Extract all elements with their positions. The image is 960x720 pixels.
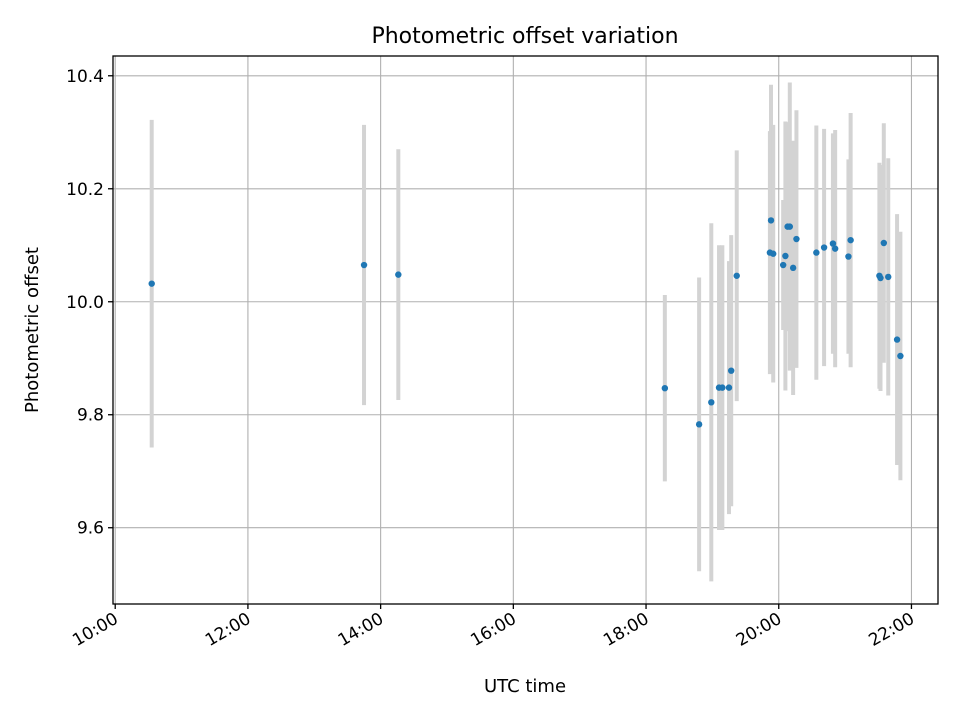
data-point [793, 235, 800, 243]
x-axis: 10:00 12:00 14:00 16:00 18:00 20:00 22:00 [69, 604, 918, 651]
data-point [695, 421, 703, 428]
grid [113, 56, 938, 604]
data-point [877, 274, 884, 282]
x-tick-label: 16:00 [467, 609, 519, 651]
x-axis-label: UTC time [484, 676, 566, 697]
data-point [831, 245, 839, 252]
data-point [719, 384, 726, 391]
data-point [725, 384, 733, 391]
data-point [767, 217, 775, 224]
data-point [727, 367, 735, 374]
plot-frame [112, 55, 939, 605]
y-tick-label: 9.8 [77, 406, 104, 426]
data-points [148, 217, 904, 428]
data-point [786, 223, 794, 230]
y-tick-label: 10.0 [66, 293, 104, 313]
data-point [779, 261, 787, 269]
data-point [829, 240, 837, 247]
error-bars [149, 82, 903, 582]
chart-title: Photometric offset variation [371, 24, 678, 49]
x-tick-label: 10:00 [69, 609, 121, 651]
data-point [148, 280, 155, 287]
data-point [847, 236, 854, 244]
data-point [897, 352, 904, 360]
data-point [733, 272, 740, 279]
data-point [885, 273, 892, 281]
data-point [845, 253, 852, 260]
y-tick-label: 10.4 [66, 67, 104, 87]
data-point [893, 336, 901, 343]
x-tick-label: 18:00 [600, 609, 652, 651]
data-point [395, 271, 402, 278]
data-point [708, 399, 715, 406]
x-tick-label: 22:00 [866, 609, 918, 651]
data-point [770, 250, 777, 257]
data-point [360, 261, 368, 269]
y-tick-label: 10.2 [66, 180, 104, 200]
y-tick-label: 9.6 [77, 519, 104, 539]
y-axis: 9.6 9.8 10.0 10.2 10.4 [66, 67, 113, 539]
x-tick-label: 14:00 [335, 609, 387, 651]
data-point [782, 252, 789, 260]
x-tick-label: 12:00 [202, 609, 254, 651]
data-point [880, 239, 888, 247]
data-point [813, 249, 820, 256]
x-tick-label: 20:00 [733, 609, 785, 651]
y-axis-label: Photometric offset [22, 247, 43, 413]
data-point [789, 264, 797, 272]
data-point [820, 244, 828, 251]
data-point [661, 384, 669, 392]
